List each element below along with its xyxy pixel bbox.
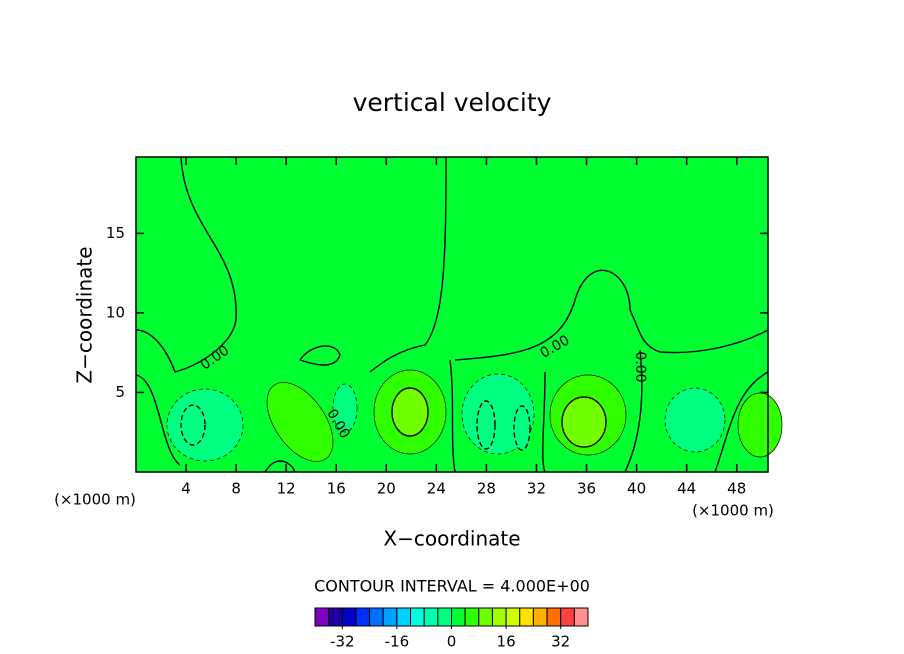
zero-contour — [299, 345, 341, 366]
contour-field: 0.00 0.00 0.00 0.00 — [135, 156, 783, 473]
positive-region — [266, 382, 334, 462]
zero-contour — [135, 349, 769, 473]
positive-core — [561, 396, 607, 448]
colorbar-cell — [410, 607, 425, 627]
colorbar-cell — [505, 607, 521, 627]
colorbar-cell — [560, 607, 575, 627]
y-axis-label: Z−coordinate — [73, 246, 97, 383]
zero-contour — [135, 156, 237, 373]
zero-contour — [454, 269, 769, 361]
x-tick-label: 40 — [627, 480, 646, 498]
colorbar-cell — [382, 607, 398, 627]
colorbar-cell — [464, 607, 480, 627]
colorbar-tick-label: -16 — [385, 633, 410, 651]
colorbar-tick-label: 0 — [447, 633, 457, 651]
negative-region — [664, 387, 726, 453]
negative-core — [513, 405, 531, 451]
colorbar-cell — [341, 607, 357, 627]
zero-contour — [369, 156, 447, 373]
x-tick-label: 12 — [277, 480, 296, 498]
x-tick-label: 4 — [181, 480, 191, 498]
plot-frame — [135, 156, 769, 473]
colorbar-cell — [355, 607, 371, 627]
colorbar-cell — [451, 607, 466, 627]
x-tick-label: 8 — [231, 480, 241, 498]
y-tick-label: 5 — [115, 383, 125, 401]
colorbar-cell — [546, 607, 562, 627]
colorbar-cell — [491, 607, 507, 627]
contour-label: 0.00 — [632, 351, 648, 382]
colorbar-cell — [532, 607, 548, 627]
x-unit-label: (×1000 m) — [692, 502, 774, 520]
colorbar-tick-label: 16 — [497, 633, 516, 651]
positive-region — [737, 392, 783, 458]
colorbar-tick-label: 32 — [551, 633, 570, 651]
x-tick-label: 16 — [327, 480, 346, 498]
negative-core — [180, 404, 206, 446]
colorbar-cell — [519, 607, 534, 627]
x-tick-label: 36 — [577, 480, 596, 498]
x-tick-label: 32 — [527, 480, 546, 498]
x-tick-label: 44 — [677, 480, 696, 498]
negative-region — [332, 383, 358, 433]
colorbar-cell — [437, 607, 453, 627]
x-tick-label: 48 — [727, 480, 746, 498]
colorbar-cell — [396, 607, 412, 627]
colorbar-cell — [314, 607, 330, 627]
x-tick-label: 20 — [377, 480, 396, 498]
colorbar-cell — [328, 607, 343, 627]
negative-core — [476, 400, 496, 450]
y-tick-label: 10 — [106, 303, 125, 321]
colorbar-cell — [423, 607, 439, 627]
positive-core — [391, 387, 429, 437]
colorbar-tick-label: -32 — [330, 633, 355, 651]
x-tick-label: 28 — [477, 480, 496, 498]
colorbar-cell — [478, 607, 493, 627]
x-axis-label: X−coordinate — [383, 527, 520, 551]
x-unit-label: (×1000 m) — [54, 491, 136, 509]
colorbar-cell — [573, 607, 589, 627]
contour-interval: CONTOUR INTERVAL = 4.000E+00 — [314, 577, 590, 596]
colorbar-cell — [369, 607, 384, 627]
chart-title: vertical velocity — [353, 88, 552, 117]
x-tick-label: 24 — [427, 480, 446, 498]
y-tick-label: 15 — [106, 224, 125, 242]
